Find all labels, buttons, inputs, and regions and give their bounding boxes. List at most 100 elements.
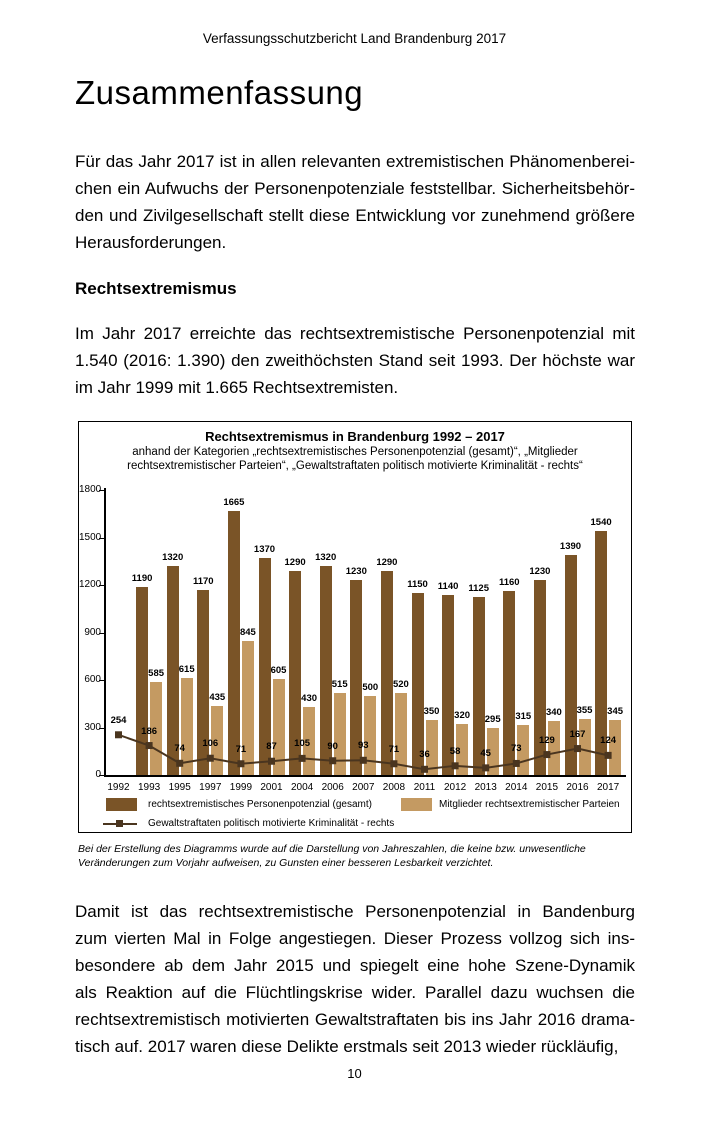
bar-personenpotenzial: [197, 589, 210, 775]
value-label-gewaltstraftaten: 106: [202, 738, 219, 750]
y-tick-label: 1800: [79, 484, 102, 495]
text-line: chen ein Aufwuchs der Personenpotenziale…: [75, 179, 635, 198]
text-line: Im Jahr 2017 erreichte das rechtsextremi…: [75, 324, 635, 343]
x-tick-label: 2016: [566, 782, 589, 793]
value-label-personenpotenzial: 1140: [437, 580, 459, 592]
bar-personenpotenzial: [258, 558, 271, 775]
value-label-personenpotenzial: 1320: [315, 552, 337, 563]
value-label-gewaltstraftaten: 129: [538, 734, 555, 746]
y-tick-mark: [99, 585, 104, 586]
value-label-personenpotenzial: 1170: [192, 575, 214, 587]
value-label-gewaltstraftaten: 71: [235, 743, 247, 755]
x-tick-label: 1992: [107, 782, 130, 793]
running-header: Verfassungsschutzbericht Land Brandenbur…: [202, 31, 507, 46]
text-line: Herausforderungen.: [75, 233, 227, 252]
y-tick-label: 0: [79, 769, 101, 780]
chart-subtitle: anhand der Kategorien „rechtsextremistis…: [79, 446, 631, 473]
x-tick-label: 2006: [321, 782, 344, 793]
y-axis: [104, 488, 106, 777]
value-label-mitglieder: 605: [270, 665, 287, 677]
bar-personenpotenzial: [289, 570, 302, 775]
bar-mitglieder: [609, 720, 622, 775]
value-label-mitglieder: 515: [331, 679, 348, 691]
value-label-mitglieder: 350: [423, 705, 440, 717]
x-axis: [104, 775, 626, 777]
value-label-mitglieder: 585: [148, 668, 165, 680]
bar-personenpotenzial: [564, 554, 577, 775]
bar-personenpotenzial: [533, 580, 546, 775]
text-line: Veränderungen zum Vorjahr aufweisen, zu …: [78, 857, 494, 869]
value-label-personenpotenzial: 1230: [345, 566, 367, 578]
x-tick-label: 2014: [505, 782, 528, 793]
value-label-personenpotenzial: 1160: [498, 577, 520, 589]
bar-personenpotenzial: [319, 566, 332, 775]
text-line: besondere ab dem Jahr 2015 und spiegelt …: [75, 956, 635, 975]
bar-personenpotenzial: [227, 511, 240, 775]
value-label-gewaltstraftaten: 87: [266, 741, 277, 753]
x-tick-label: 2012: [443, 782, 467, 793]
y-tick-label: 1200: [79, 579, 102, 590]
paragraph-intro: Für das Jahr 2017 ist in allen relevante…: [75, 148, 635, 256]
value-label-gewaltstraftaten: 167: [569, 728, 586, 740]
value-label-mitglieder: 345: [607, 706, 624, 718]
value-label-gewaltstraftaten: 124: [600, 735, 617, 747]
value-label-personenpotenzial: 1290: [376, 556, 398, 568]
bar-personenpotenzial: [380, 570, 393, 775]
value-label-personenpotenzial: 1125: [468, 582, 489, 594]
bar-mitglieder: [394, 692, 407, 775]
chart-footnote: Bei der Erstellung des Diagramms wurde a…: [78, 842, 634, 870]
x-tick-label: 1997: [199, 782, 222, 793]
value-label-mitglieder: 500: [362, 681, 379, 693]
value-label-personenpotenzial: 1230: [529, 566, 551, 578]
value-label-mitglieder: 355: [576, 704, 593, 716]
value-label-gewaltstraftaten: 58: [449, 745, 461, 757]
bar-mitglieder: [578, 718, 591, 775]
legend-label-mitglieder: Mitglieder rechtsextremistischer Parteie…: [439, 799, 620, 810]
bar-personenpotenzial: [136, 586, 149, 775]
value-label-mitglieder: 340: [545, 707, 562, 719]
y-tick-label: 1500: [79, 531, 102, 543]
value-label-mitglieder: 320: [454, 710, 471, 722]
y-tick-mark: [99, 680, 104, 681]
value-label-gewaltstraftaten: 73: [511, 743, 522, 755]
value-label-gewaltstraftaten: 45: [480, 747, 491, 759]
line-marker: [115, 731, 122, 739]
x-tick-label: 2011: [413, 782, 436, 793]
value-label-gewaltstraftaten: 105: [294, 738, 311, 750]
chart-title: Rechtsextremismus in Brandenburg 1992 – …: [205, 429, 505, 444]
bar-personenpotenzial: [411, 592, 424, 775]
bar-personenpotenzial: [595, 531, 608, 775]
legend-label-personenpotenzial: rechtsextremistisches Personenpotenzial …: [148, 799, 372, 810]
bar-personenpotenzial: [503, 591, 516, 775]
x-tick-label: 2008: [382, 782, 406, 793]
value-label-gewaltstraftaten: 186: [141, 725, 158, 737]
value-label-personenpotenzial: 1290: [284, 556, 306, 568]
bar-mitglieder: [333, 693, 346, 775]
x-tick-label: 2001: [260, 782, 283, 793]
legend-line-gewaltstraftaten: [103, 820, 137, 827]
value-label-mitglieder: 615: [178, 663, 195, 675]
value-label-mitglieder: 315: [515, 711, 532, 723]
value-label-personenpotenzial: 1390: [559, 540, 582, 552]
value-label-mitglieder: 845: [239, 627, 256, 639]
value-label-mitglieder: 520: [392, 678, 409, 690]
bar-mitglieder: [272, 679, 285, 775]
chart-subtitle-line-2: rechtsextremistischer Parteien“, „Gewalt…: [127, 459, 583, 472]
page-number: 10: [347, 1066, 362, 1081]
chart-container: Rechtsextremismus in Brandenburg 1992 – …: [78, 421, 632, 833]
section-heading-rechtsextremismus: Rechtsextremismus: [75, 279, 237, 298]
y-tick-label: 600: [84, 674, 101, 685]
paragraph-personenpotenzial: Im Jahr 2017 erreichte das rechtsextremi…: [75, 320, 635, 401]
value-label-personenpotenzial: 1540: [590, 517, 612, 529]
value-label-gewaltstraftaten: 90: [327, 740, 338, 752]
text-line: zum vierten Mal in Folge angestiegen. Di…: [75, 929, 635, 948]
bar-personenpotenzial: [166, 566, 179, 775]
value-label-gewaltstraftaten: 93: [358, 740, 369, 752]
x-tick-label: 2017: [596, 782, 620, 793]
bar-personenpotenzial: [442, 594, 455, 775]
text-line: 1.540 (2016: 1.390) den zweithöchsten St…: [75, 351, 635, 370]
y-tick-label: 900: [84, 626, 101, 638]
bar-mitglieder: [241, 641, 254, 775]
text-line: im Jahr 1999 mit 1.665 Rechtsextremisten…: [75, 378, 399, 397]
